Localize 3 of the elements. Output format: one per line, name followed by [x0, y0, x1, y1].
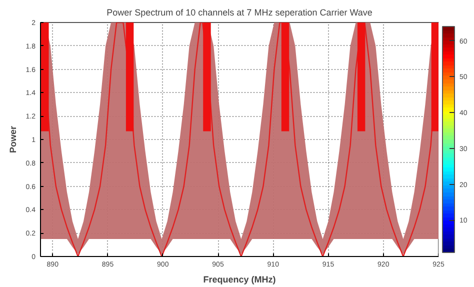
y-axis-title: Power [8, 126, 18, 154]
chart-title: Power Spectrum of 10 channels at 7 MHz seperation Carrier Wave [106, 8, 372, 18]
x-axis-title: Frequency (MHz) [203, 274, 276, 284]
